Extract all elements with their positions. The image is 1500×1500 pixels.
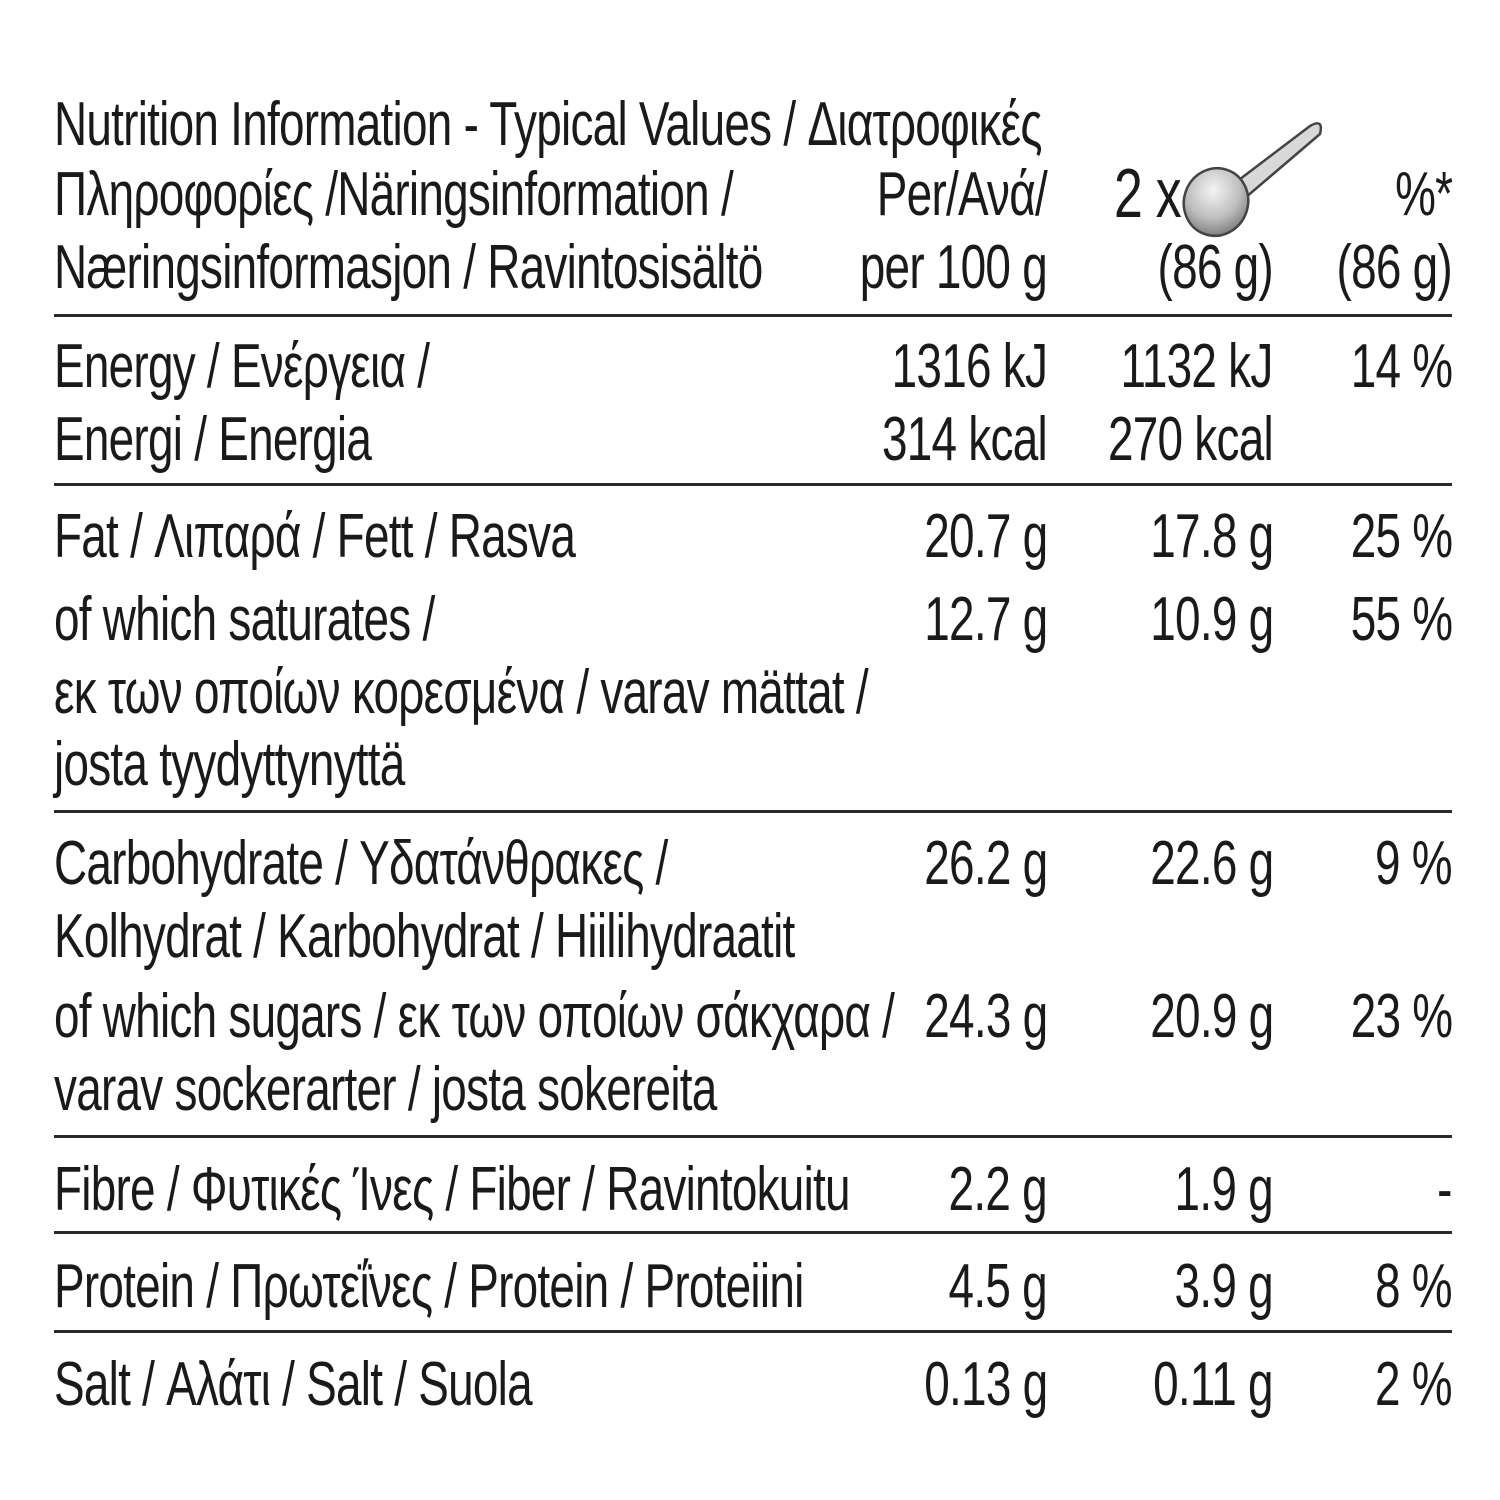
energy-serving-kcal: 270 kcal [1108, 405, 1274, 474]
divider [54, 810, 1452, 813]
fibre-serving: 1.9 g [1174, 1155, 1274, 1224]
carbohydrate-ri: 9 % [1375, 829, 1453, 898]
sugars-serving: 20.9 g [1149, 982, 1274, 1051]
sugars-ri: 23 % [1350, 982, 1452, 1051]
energy-ri: 14 % [1350, 332, 1452, 401]
fat-serving: 17.8 g [1149, 502, 1274, 571]
carbohydrate-serving: 22.6 g [1149, 829, 1274, 898]
protein-serving: 3.9 g [1174, 1252, 1274, 1321]
col-ri-header: %* [1394, 160, 1453, 229]
title-line: Πληροφορίες /Näringsinformation / [54, 160, 734, 229]
salt-ri: 2 % [1375, 1350, 1453, 1419]
row-label: varav sockerarter / josta sokereita [54, 1055, 717, 1124]
col-per100-header: Per/Ανά/ [876, 160, 1048, 229]
protein-ri: 8 % [1375, 1252, 1453, 1321]
divider [54, 1135, 1452, 1138]
serving-multiplier: 2 x [1114, 154, 1182, 232]
row-label: of which sugars / εκ των οποίων σάκχαρα … [54, 982, 895, 1051]
fibre-ri: - [1437, 1155, 1452, 1224]
row-label: Energy / Ενέργεια / [54, 332, 430, 401]
row-label: Salt / Αλάτι / Salt / Suola [54, 1350, 533, 1419]
energy-per100-kj: 1316 kJ [891, 332, 1047, 401]
salt-serving: 0.11 g [1153, 1350, 1273, 1419]
fat-per100: 20.7 g [923, 502, 1048, 571]
col-serving-header: (86 g) [1157, 233, 1274, 302]
energy-per100-kcal: 314 kcal [882, 405, 1048, 474]
col-per100-header: per 100 g [859, 233, 1048, 302]
divider [54, 1231, 1452, 1234]
carbohydrate-per100: 26.2 g [923, 829, 1048, 898]
fat-ri: 25 % [1350, 502, 1452, 571]
row-label: Fibre / Φυτικές Ίνες / Fiber / Ravintoku… [54, 1155, 851, 1224]
row-label: Fat / Λιπαρά / Fett / Rasva [54, 502, 576, 571]
protein-per100: 4.5 g [948, 1252, 1048, 1321]
divider [54, 483, 1452, 486]
row-label: Energi / Energia [54, 405, 372, 474]
row-label: of which saturates / [54, 585, 435, 654]
col-ri-header: (86 g) [1336, 233, 1453, 302]
title-line: Næringsinformasjon / Ravintosisältö [54, 233, 763, 302]
row-label: Protein / Πρωτεΐνες / Protein / Proteiin… [54, 1252, 804, 1321]
spoon-icon [1182, 122, 1323, 238]
fibre-per100: 2.2 g [948, 1155, 1048, 1224]
row-label: Carbohydrate / Υδατάνθρακες / [54, 829, 668, 898]
saturates-per100: 12.7 g [923, 585, 1048, 654]
divider [54, 314, 1452, 317]
sugars-per100: 24.3 g [923, 982, 1048, 1051]
divider [54, 1330, 1452, 1333]
energy-serving-kj: 1132 kJ [1120, 332, 1274, 401]
saturates-ri: 55 % [1350, 585, 1452, 654]
row-label: Kolhydrat / Karbohydrat / Hiilihydraatit [54, 902, 795, 971]
saturates-serving: 10.9 g [1149, 585, 1274, 654]
title-line: Nutrition Information - Typical Values /… [54, 90, 1043, 159]
row-label: εκ των οποίων κορεσμένα / varav mättat / [54, 658, 869, 727]
salt-per100: 0.13 g [923, 1350, 1048, 1419]
row-label: josta tyydyttynyttä [54, 730, 405, 799]
